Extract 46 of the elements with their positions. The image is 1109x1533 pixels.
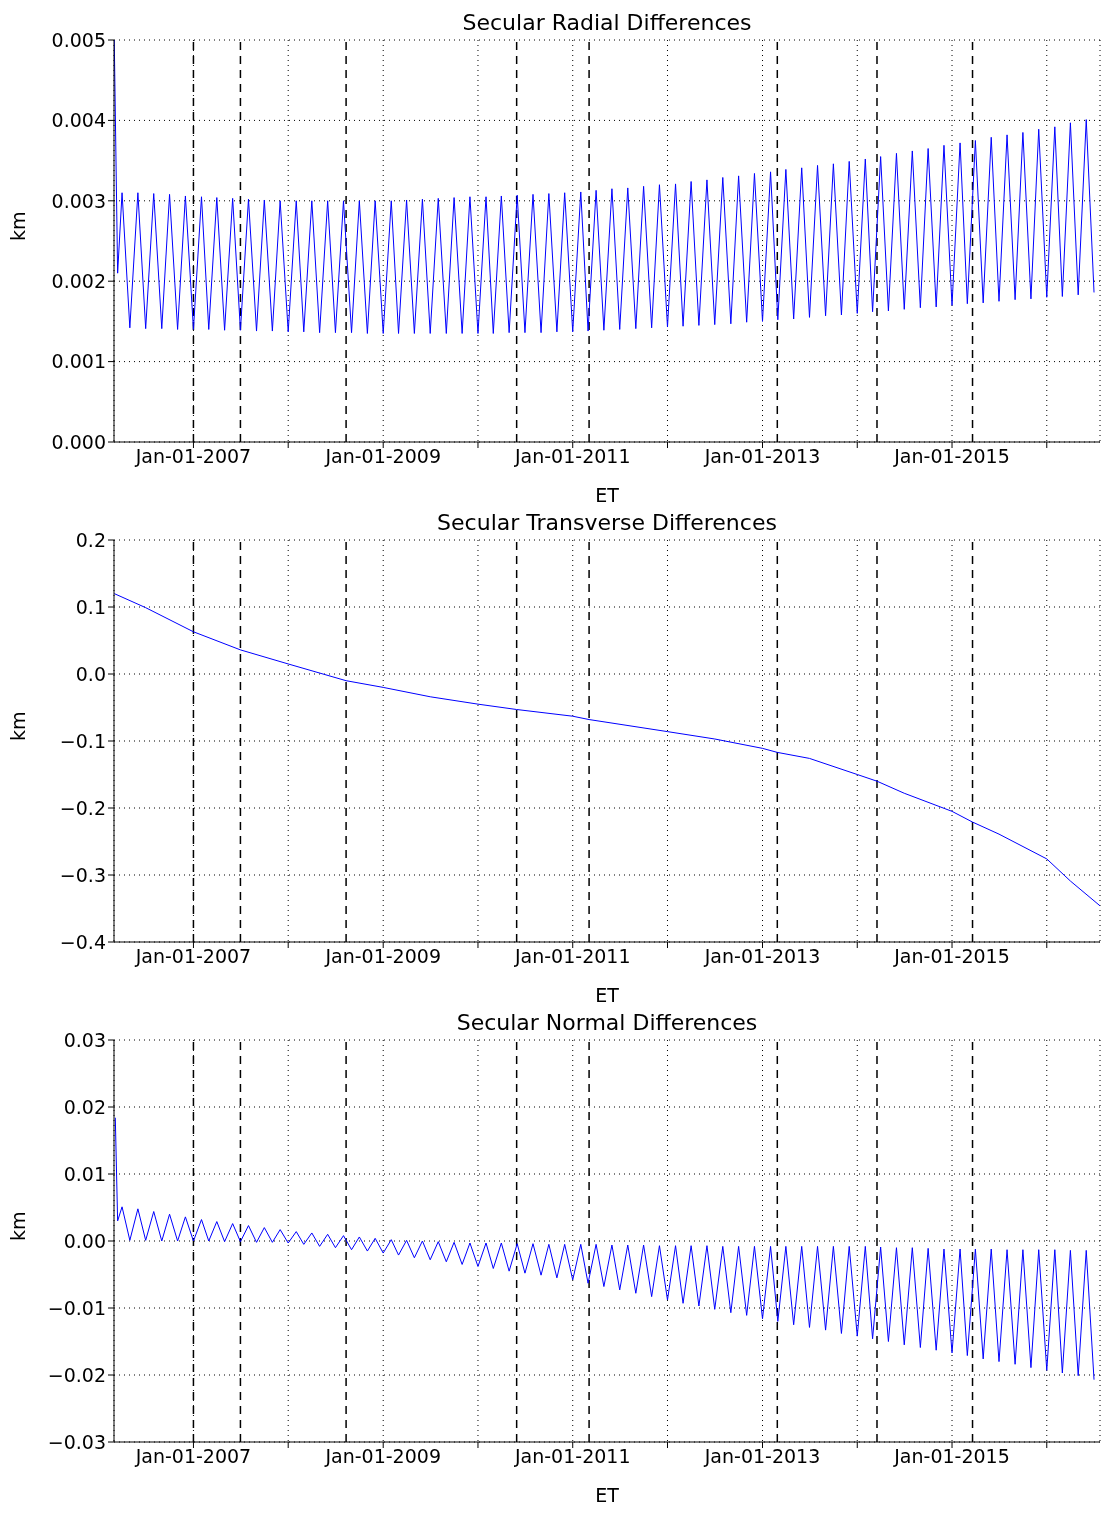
line-series	[114, 1117, 1095, 1381]
y-tick-label: 0.004	[51, 109, 106, 132]
y-tick-label: 0.002	[51, 269, 106, 292]
y-tick-label: −0.2	[59, 796, 106, 819]
y-tick-label: −0.03	[47, 1430, 106, 1453]
x-tick-label: Jan-01-2009	[324, 1445, 441, 1468]
x-tick-label: Jan-01-2007	[134, 1445, 252, 1468]
y-tick-label: 0.2	[75, 528, 106, 551]
chart-title: Secular Radial Differences	[461, 10, 753, 35]
x-tick-label: Jan-01-2013	[703, 1445, 821, 1468]
x-tick-label: Jan-01-2011	[513, 445, 631, 468]
line-series	[114, 593, 1100, 907]
y-tick-label: −0.1	[59, 729, 106, 752]
x-tick-label: Jan-01-2007	[134, 445, 252, 468]
y-axis-title: km	[6, 711, 29, 741]
x-tick-label: Jan-01-2009	[324, 945, 441, 968]
y-tick-label: 0.005	[51, 28, 106, 51]
x-axis-title: ET	[595, 984, 620, 1006]
x-tick-label: Jan-01-2009	[324, 445, 441, 468]
y-tick-label: −0.3	[59, 863, 106, 886]
x-tick-label: Jan-01-2007	[134, 945, 252, 968]
chart-title: Secular Transverse Differences	[436, 510, 778, 535]
x-tick-label: Jan-01-2011	[513, 945, 631, 968]
y-tick-label: −0.4	[59, 930, 106, 953]
y-tick-label: 0.000	[51, 430, 106, 453]
x-tick-label: Jan-01-2015	[893, 445, 1010, 468]
x-axis-title: ET	[595, 1484, 620, 1506]
y-tick-label: −0.02	[47, 1363, 106, 1386]
x-axis-title: ET	[595, 484, 620, 506]
x-tick-label: Jan-01-2015	[893, 1445, 1010, 1468]
x-tick-label: Jan-01-2011	[513, 1445, 631, 1468]
y-tick-label: 0.0	[75, 662, 106, 685]
y-tick-label: 0.01	[63, 1162, 106, 1185]
y-axis-title: km	[6, 211, 29, 241]
y-tick-label: 0.1	[75, 595, 106, 618]
x-tick-label: Jan-01-2013	[703, 945, 821, 968]
y-tick-label: 0.001	[51, 350, 106, 373]
y-tick-label: 0.003	[51, 189, 106, 212]
y-tick-label: 0.00	[63, 1229, 106, 1252]
y-tick-label: −0.01	[47, 1296, 106, 1319]
y-axis-title: km	[6, 1211, 29, 1241]
y-tick-label: 0.02	[63, 1095, 106, 1118]
chart-title: Secular Normal Differences	[455, 1010, 759, 1035]
x-tick-label: Jan-01-2013	[703, 445, 821, 468]
x-tick-label: Jan-01-2015	[893, 945, 1010, 968]
y-tick-label: 0.03	[63, 1028, 106, 1051]
